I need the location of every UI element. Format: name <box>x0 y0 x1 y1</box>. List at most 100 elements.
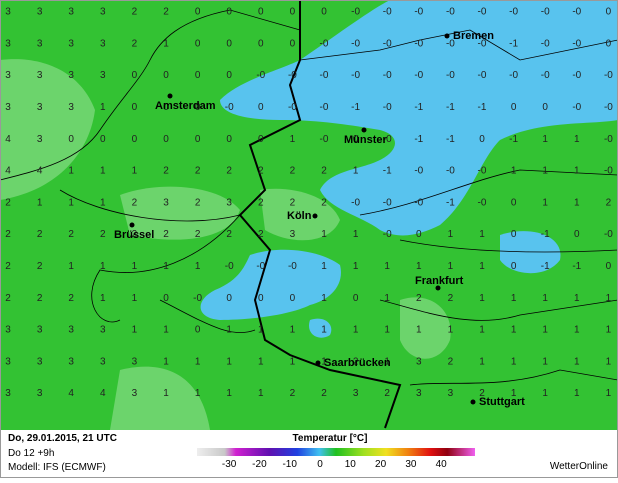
grid-value: -1 <box>446 134 455 145</box>
scale-label: -30 <box>222 459 237 470</box>
grid-value: 1 <box>258 388 264 399</box>
grid-value: 3 <box>5 38 11 49</box>
grid-value: 0 <box>416 229 422 240</box>
grid-value: -0 <box>383 70 392 81</box>
grid-value: 1 <box>542 325 548 336</box>
grid-value: 1 <box>511 388 517 399</box>
grid-value: 3 <box>353 388 359 399</box>
grid-value: 2 <box>132 197 138 208</box>
run: Do 12 +9h <box>8 448 54 459</box>
city-dot <box>315 360 321 366</box>
grid-value: 1 <box>132 293 138 304</box>
grid-value: 1 <box>195 388 201 399</box>
city-dot <box>129 222 135 228</box>
grid-value: 0 <box>574 229 580 240</box>
grid-value: -0 <box>478 197 487 208</box>
grid-value: -0 <box>414 38 423 49</box>
grid-value: -0 <box>320 134 329 145</box>
scale-label: 10 <box>345 459 357 470</box>
grid-value: 0 <box>258 7 264 18</box>
city-label: Stuttgart <box>479 396 525 408</box>
grid-value: 1 <box>353 229 359 240</box>
grid-value: 0 <box>226 70 232 81</box>
grid-value: -0 <box>446 166 455 177</box>
grid-value: -0 <box>288 70 297 81</box>
grid-value: -0 <box>446 7 455 18</box>
grid-value: 1 <box>226 388 232 399</box>
grid-value: 0 <box>353 293 359 304</box>
grid-value: 2 <box>68 229 74 240</box>
grid-value: 3 <box>163 197 169 208</box>
scale-label: -10 <box>282 459 297 470</box>
grid-value: 0 <box>511 197 517 208</box>
grid-value: 3 <box>448 388 454 399</box>
grid-value: 1 <box>574 293 580 304</box>
grid-value: 3 <box>68 38 74 49</box>
grid-value: -1 <box>414 134 423 145</box>
grid-value: 0 <box>195 38 201 49</box>
grid-value: -0 <box>225 102 234 113</box>
grid-value: 2 <box>132 7 138 18</box>
grid-value: 1 <box>163 38 169 49</box>
grid-value: 3 <box>68 325 74 336</box>
grid-value: 0 <box>226 7 232 18</box>
grid-value: 3 <box>37 7 43 18</box>
grid-value: -0 <box>572 70 581 81</box>
grid-value: 1 <box>448 325 454 336</box>
grid-value: 1 <box>226 325 232 336</box>
grid-value: 1 <box>606 325 612 336</box>
grid-value: 1 <box>511 325 517 336</box>
grid-value: 2 <box>37 229 43 240</box>
grid-value: -0 <box>604 102 613 113</box>
grid-value: -0 <box>604 134 613 145</box>
grid-value: 1 <box>132 261 138 272</box>
grid-value: 1 <box>163 261 169 272</box>
grid-value: 3 <box>68 7 74 18</box>
grid-value: 3 <box>100 38 106 49</box>
grid-value: 3 <box>37 388 43 399</box>
grid-value: 1 <box>574 197 580 208</box>
grid-value: -0 <box>478 166 487 177</box>
grid-value: 2 <box>163 166 169 177</box>
grid-value: 1 <box>132 166 138 177</box>
grid-value: -0 <box>320 70 329 81</box>
grid-value: 0 <box>258 293 264 304</box>
legend-title: Temperatur [°C] <box>293 433 368 444</box>
grid-value: 2 <box>195 197 201 208</box>
grid-value: -0 <box>572 102 581 113</box>
grid-value: 3 <box>132 388 138 399</box>
grid-value: 3 <box>37 325 43 336</box>
grid-value: 3 <box>132 356 138 367</box>
date: Do, 29.01.2015, 21 UTC <box>8 433 117 444</box>
grid-value: 3 <box>100 356 106 367</box>
grid-value: 1 <box>606 356 612 367</box>
grid-value: -0 <box>383 38 392 49</box>
grid-value: 1 <box>100 166 106 177</box>
grid-value: 1 <box>542 166 548 177</box>
grid-value: 1 <box>290 325 296 336</box>
grid-value: 0 <box>195 102 201 113</box>
grid-value: 3 <box>37 356 43 367</box>
grid-value: -0 <box>351 197 360 208</box>
grid-value: 1 <box>321 261 327 272</box>
grid-value: 2 <box>321 197 327 208</box>
grid-value: 1 <box>479 261 485 272</box>
grid-value: 2 <box>195 166 201 177</box>
scale-label: -20 <box>252 459 267 470</box>
city-label: Bremen <box>453 30 494 42</box>
grid-value: 1 <box>448 229 454 240</box>
grid-value: 3 <box>416 356 422 367</box>
grid-value: 0 <box>258 38 264 49</box>
grid-value: 3 <box>68 70 74 81</box>
grid-value: 4 <box>100 388 106 399</box>
grid-value: 1 <box>542 293 548 304</box>
grid-value: 4 <box>5 134 11 145</box>
grid-value: 0 <box>511 229 517 240</box>
grid-value: -1 <box>541 229 550 240</box>
grid-value: 1 <box>321 293 327 304</box>
grid-value: 3 <box>5 325 11 336</box>
grid-value: 1 <box>163 325 169 336</box>
grid-value: -0 <box>604 229 613 240</box>
grid-value: 0 <box>195 134 201 145</box>
grid-value: -0 <box>351 70 360 81</box>
